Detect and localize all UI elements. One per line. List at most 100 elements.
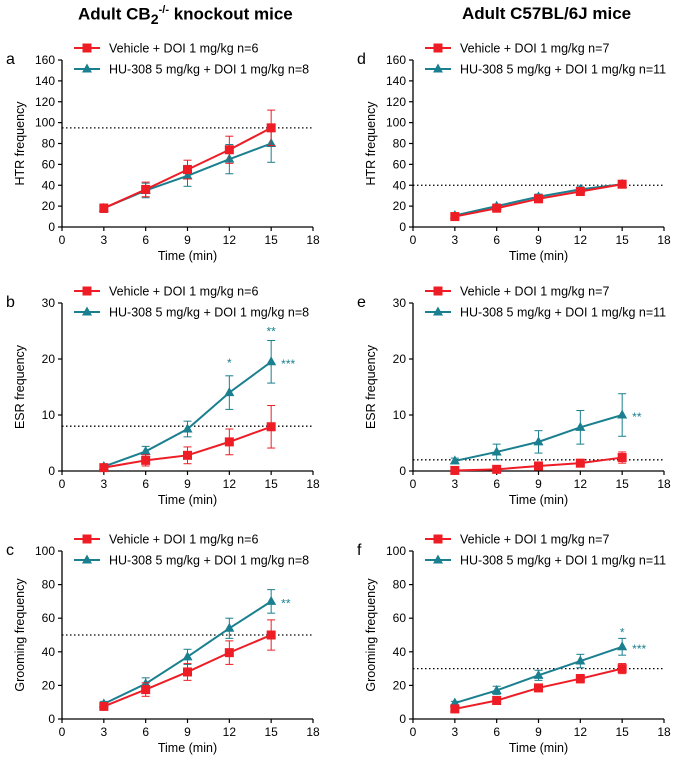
x-tick-label: 15 [264,725,278,739]
data-point [617,179,627,189]
x-tick-label: 0 [410,233,417,247]
y-tick-label: 120 [35,95,55,109]
panel-letter: a [6,51,15,68]
y-tick-label: 10 [42,408,56,422]
y-tick-label: 20 [393,352,407,366]
data-point [266,595,277,605]
data-point [533,436,544,446]
legend-label: HU-308 5 mg/kg + DOI 1 mg/kg n=11 [460,63,666,77]
panel-c: c 0 20 40 60 80 100 0 3 6 9 12 15 18 Time (min) Groomin… [6,533,320,756]
legend-marker [82,286,92,296]
significance-marker: * [620,625,625,639]
x-tick-label: 15 [264,233,278,247]
legend-label: Vehicle + DOI 1 mg/kg n=6 [109,285,258,299]
y-tick-label: 20 [42,352,56,366]
x-tick-label: 6 [142,233,149,247]
y-tick-label: 0 [399,220,406,234]
legend-label: Vehicle + DOI 1 mg/kg n=6 [109,42,258,56]
panel-d: d 0 20 40 60 80 100 120 140 160 0 3 6 9 12 15 18 Time (mi… [357,42,671,264]
y-tick-label: 80 [42,137,56,151]
x-tick-label: 6 [493,725,500,739]
data-point [491,684,502,694]
data-point [99,701,109,711]
y-tick-label: 140 [35,74,55,88]
x-tick-label: 12 [223,725,237,739]
panel-letter: e [357,294,366,311]
data-point [534,461,543,471]
x-tick-label: 15 [615,233,629,247]
legend-marker [82,43,92,53]
data-point [183,165,192,175]
legend-label: Vehicle + DOI 1 mg/kg n=7 [460,285,609,299]
data-point [266,123,276,133]
panel-b: b 0 10 20 30 0 3 6 9 12 15 18 Time (min) ESR frequenc… [6,285,320,508]
data-point [449,455,460,465]
data-point [141,455,151,465]
legend-marker [433,534,443,544]
data-point [491,446,502,456]
x-axis-label: Time (min) [158,493,217,507]
legend-marker [82,63,92,73]
data-point [140,445,151,455]
x-tick-label: 15 [615,725,629,739]
column-title-left-superscript: -/- [158,4,169,16]
x-tick-label: 3 [100,233,107,247]
x-tick-label: 15 [615,477,629,491]
x-tick-label: 0 [59,477,66,491]
data-point [99,203,109,213]
y-tick-label: 160 [35,53,55,67]
x-tick-label: 18 [657,477,671,491]
x-tick-label: 3 [100,725,107,739]
x-tick-label: 6 [142,477,149,491]
legend-label: HU-308 5 mg/kg + DOI 1 mg/kg n=8 [109,306,309,320]
series-vehicle [450,663,627,714]
legend-label: Vehicle + DOI 1 mg/kg n=7 [460,42,609,56]
x-tick-label: 9 [184,233,191,247]
data-point [141,685,151,695]
significance-marker: ** [266,325,276,339]
y-tick-label: 40 [393,645,407,659]
x-tick-label: 12 [574,725,588,739]
data-point [617,641,628,651]
data-point [450,704,460,714]
data-point [450,465,460,475]
x-tick-label: 9 [535,233,542,247]
x-tick-label: 6 [142,725,149,739]
x-tick-label: 0 [59,233,66,247]
y-tick-label: 80 [393,578,407,592]
x-tick-label: 3 [100,477,107,491]
x-axis-label: Time (min) [509,493,568,507]
y-tick-label: 60 [42,611,56,625]
legend-marker [433,306,443,316]
series-vehicle [99,619,276,711]
data-point [533,669,544,679]
legend-marker [82,554,92,564]
data-point [575,655,586,665]
data-point [266,422,276,432]
x-tick-label: 9 [535,477,542,491]
x-tick-label: 15 [264,477,278,491]
data-point [575,187,585,197]
y-tick-label: 40 [42,178,56,192]
legend-label: HU-308 5 mg/kg + DOI 1 mg/kg n=8 [109,554,309,568]
data-point [266,630,276,640]
data-point [183,450,192,460]
x-tick-label: 3 [451,233,458,247]
data-point [617,664,627,674]
significance-marker: *** [281,357,295,371]
x-tick-label: 18 [657,725,671,739]
y-axis-label: ESR frequency [13,344,27,429]
y-tick-label: 60 [393,157,407,171]
data-point [224,648,234,658]
data-point [224,387,235,397]
data-point [183,667,192,677]
data-point [492,203,502,213]
panel-f: f 0 20 40 60 80 100 0 3 6 9 12 15 18 Time (min) Groomin… [357,533,671,756]
y-tick-label: 40 [393,178,407,192]
y-tick-label: 20 [42,678,56,692]
y-axis-label: Grooming frequency [364,578,378,692]
significance-marker: ** [632,410,642,424]
y-axis-label: HTR frequency [13,101,27,186]
y-tick-label: 100 [35,116,55,130]
